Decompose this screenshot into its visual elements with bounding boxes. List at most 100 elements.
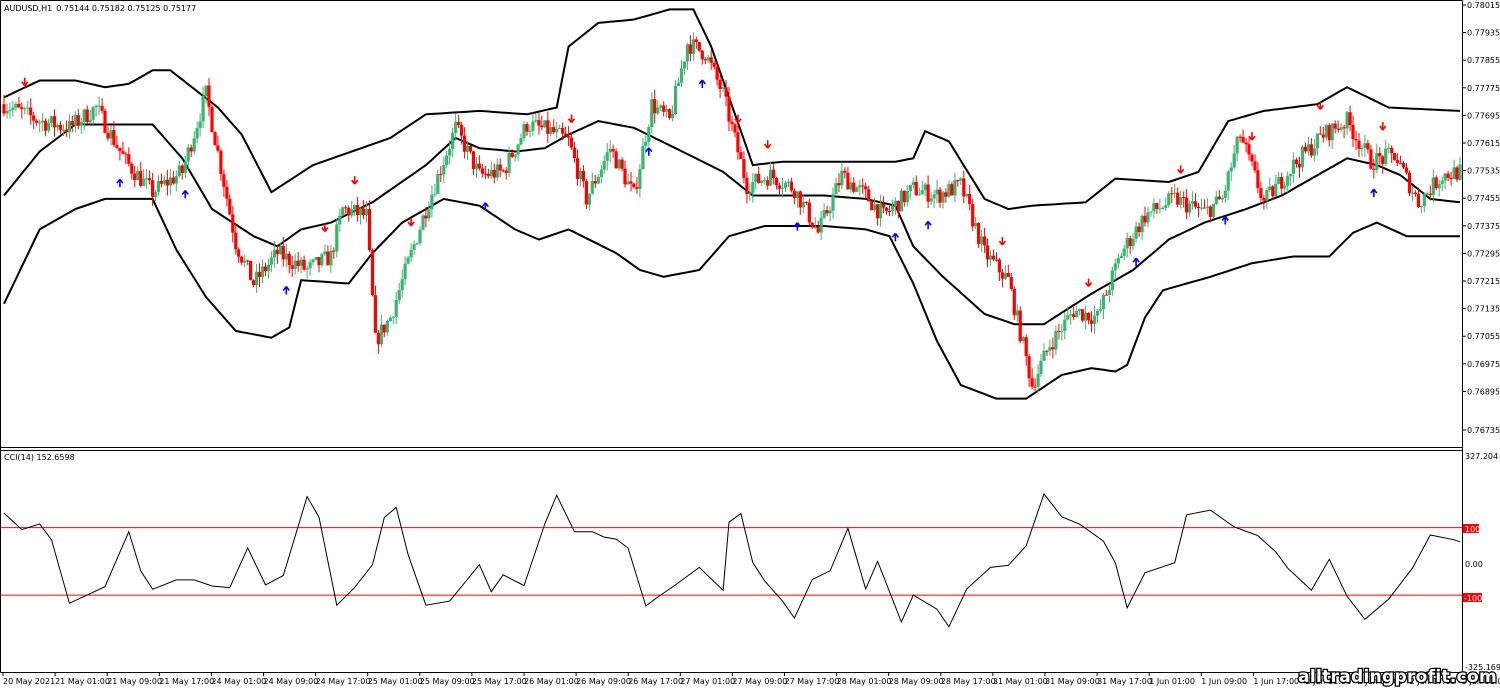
candle: [775, 176, 779, 190]
candle: [1309, 138, 1313, 158]
sell-signal-arrow-icon: [734, 114, 742, 124]
candle: [599, 165, 603, 184]
candle: [308, 258, 312, 276]
candle: [350, 201, 354, 218]
candle: [977, 222, 981, 249]
candle: [287, 251, 291, 274]
time-tick-label: 25 May 17:00: [472, 677, 527, 686]
candle: [1244, 138, 1248, 153]
candle: [1274, 174, 1278, 197]
candle: [1119, 252, 1123, 259]
price-tick-label: 0.77695: [1467, 111, 1500, 120]
candle: [694, 36, 698, 49]
candle: [14, 101, 18, 112]
candle: [1280, 172, 1284, 195]
candle: [528, 124, 532, 138]
candle: [1366, 140, 1370, 154]
candle: [578, 167, 583, 187]
sell-signal-arrow-icon: [407, 217, 415, 227]
candle: [1054, 325, 1058, 356]
candle: [983, 227, 987, 253]
candle: [887, 205, 892, 217]
buy-signal-arrow-icon: [116, 178, 124, 188]
candle: [1378, 147, 1382, 165]
candle: [1173, 183, 1177, 198]
candle: [873, 197, 877, 213]
candle: [269, 251, 273, 272]
candle: [347, 205, 351, 222]
candle: [1188, 200, 1192, 217]
candle: [124, 151, 128, 165]
sell-signal-arrow-icon: [1177, 165, 1185, 174]
candle: [79, 118, 83, 134]
cci-level-100-label: 100: [1465, 525, 1480, 534]
candle: [1021, 336, 1025, 344]
candle: [427, 201, 431, 222]
candle: [47, 118, 51, 133]
candle: [1128, 235, 1132, 255]
cci-header: CCI(14) 152.6598: [4, 453, 75, 462]
candle: [492, 163, 496, 184]
candle: [263, 262, 268, 277]
candle: [608, 140, 612, 163]
candle: [605, 143, 609, 171]
candle: [893, 197, 897, 215]
candle: [1238, 134, 1242, 143]
candle: [522, 121, 526, 142]
candle: [1333, 120, 1337, 134]
candle: [1122, 244, 1126, 260]
candle: [1205, 198, 1209, 215]
candle: [1360, 144, 1364, 157]
candle: [373, 285, 377, 334]
candle: [142, 169, 146, 187]
candle: [510, 149, 514, 159]
candle: [635, 177, 639, 194]
candle: [1042, 343, 1046, 361]
candle: [777, 182, 782, 196]
candle: [302, 255, 306, 272]
candle: [201, 86, 205, 129]
candle: [49, 115, 54, 127]
cci-panel: [1, 492, 1462, 628]
time-tick-label: 31 May 09:00: [1045, 677, 1100, 686]
time-tick-label: 2 Jun 01:00: [1306, 677, 1352, 686]
candle: [1217, 190, 1221, 200]
candle: [1393, 152, 1397, 161]
candle: [1318, 126, 1322, 135]
candle: [1434, 175, 1438, 191]
candle: [299, 256, 303, 273]
candle: [148, 170, 152, 185]
candle: [656, 100, 660, 115]
candle: [1345, 111, 1349, 135]
candle: [1458, 156, 1462, 182]
candle: [127, 147, 131, 167]
candle: [151, 172, 155, 206]
candle: [584, 178, 588, 210]
cci-line: [3, 492, 1461, 628]
candle: [376, 330, 380, 354]
candle: [85, 105, 89, 124]
candle: [338, 208, 342, 232]
time-tick-label: 20 May 2021: [3, 677, 55, 686]
candle: [207, 78, 211, 116]
candle: [1078, 308, 1082, 316]
buy-signal-arrow-icon: [698, 79, 706, 88]
time-tick-label: 27 May 01:00: [680, 677, 735, 686]
candle: [801, 195, 805, 214]
candle: [555, 121, 559, 139]
candle: [1327, 123, 1331, 147]
candle: [23, 107, 27, 115]
candle: [1440, 176, 1444, 192]
candle: [1104, 289, 1108, 296]
candle: [55, 123, 60, 132]
candle: [861, 178, 865, 194]
candle: [846, 167, 850, 190]
candle: [1149, 211, 1153, 217]
candle: [329, 244, 333, 273]
candle: [1387, 143, 1391, 154]
price-tick-label: 0.77215: [1467, 277, 1500, 286]
cci-scale-zero: 0.00: [1465, 560, 1483, 569]
candle: [1452, 159, 1456, 180]
candle: [1033, 378, 1037, 392]
candle: [813, 217, 817, 229]
